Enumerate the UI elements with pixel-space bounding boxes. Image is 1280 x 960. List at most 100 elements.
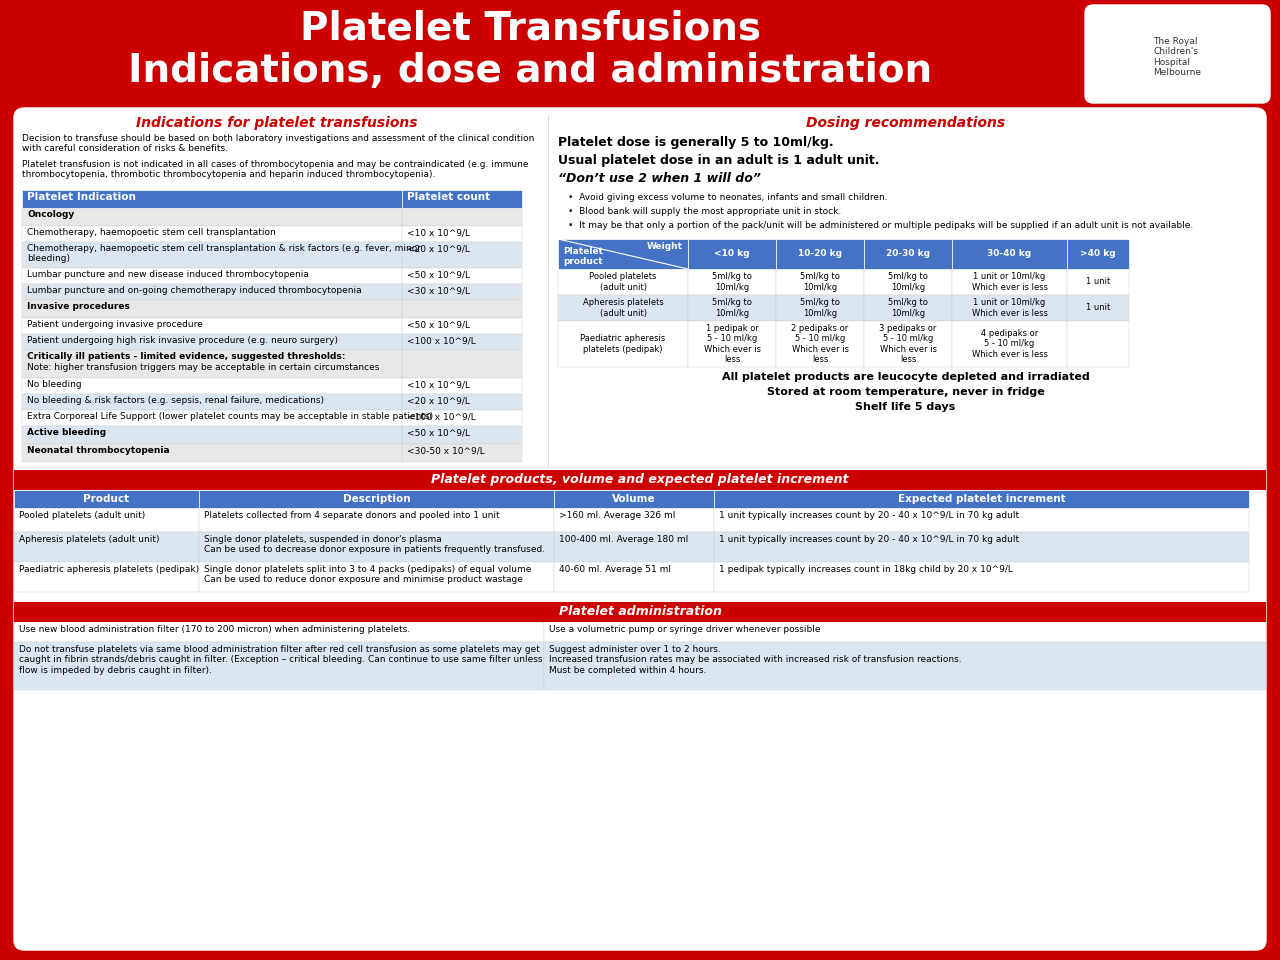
Text: “Don’t use 2 when 1 will do”: “Don’t use 2 when 1 will do”: [558, 172, 760, 185]
Text: 4 pedipaks or
5 - 10 ml/kg
Which ever is less: 4 pedipaks or 5 - 10 ml/kg Which ever is…: [972, 329, 1047, 359]
FancyBboxPatch shape: [14, 622, 544, 642]
Text: Indications for platelet transfusions: Indications for platelet transfusions: [136, 116, 417, 130]
FancyBboxPatch shape: [776, 239, 864, 269]
FancyBboxPatch shape: [198, 562, 554, 592]
FancyBboxPatch shape: [22, 410, 402, 426]
Text: Oncology: Oncology: [27, 210, 74, 219]
FancyBboxPatch shape: [22, 334, 402, 350]
Text: •  Avoid giving excess volume to neonates, infants and small children.: • Avoid giving excess volume to neonates…: [568, 193, 887, 202]
Text: Dosing recommendations: Dosing recommendations: [806, 116, 1005, 130]
Text: Platelet count: Platelet count: [407, 192, 490, 202]
Text: •  Blood bank will supply the most appropriate unit in stock.: • Blood bank will supply the most approp…: [568, 207, 841, 216]
FancyBboxPatch shape: [14, 490, 198, 508]
Text: 1 unit or 10ml/kg
Which ever is less: 1 unit or 10ml/kg Which ever is less: [972, 273, 1047, 292]
Text: <100 x 10^9/L: <100 x 10^9/L: [407, 336, 476, 345]
Text: Shelf life 5 days: Shelf life 5 days: [855, 402, 956, 412]
Text: Usual platelet dose in an adult is 1 adult unit.: Usual platelet dose in an adult is 1 adu…: [558, 154, 879, 167]
FancyBboxPatch shape: [1085, 5, 1270, 103]
Text: Lumbar puncture and on-going chemotherapy induced thrombocytopenia: Lumbar puncture and on-going chemotherap…: [27, 286, 362, 295]
FancyBboxPatch shape: [1068, 239, 1129, 269]
FancyBboxPatch shape: [1068, 295, 1129, 321]
FancyBboxPatch shape: [544, 622, 1266, 642]
FancyBboxPatch shape: [1068, 321, 1129, 367]
Text: 1 unit or 10ml/kg
Which ever is less: 1 unit or 10ml/kg Which ever is less: [972, 299, 1047, 318]
Text: 1 unit: 1 unit: [1085, 303, 1110, 313]
Text: Patient undergoing invasive procedure: Patient undergoing invasive procedure: [27, 320, 202, 329]
FancyBboxPatch shape: [558, 295, 689, 321]
Text: Stored at room temperature, never in fridge: Stored at room temperature, never in fri…: [767, 387, 1044, 397]
FancyBboxPatch shape: [864, 295, 952, 321]
FancyBboxPatch shape: [689, 269, 776, 295]
Text: 5ml/kg to
10ml/kg: 5ml/kg to 10ml/kg: [712, 299, 751, 318]
Text: No bleeding: No bleeding: [27, 380, 82, 389]
Text: <10 x 10^9/L: <10 x 10^9/L: [407, 380, 470, 389]
FancyBboxPatch shape: [689, 295, 776, 321]
FancyBboxPatch shape: [14, 508, 198, 532]
FancyBboxPatch shape: [14, 470, 1266, 490]
FancyBboxPatch shape: [198, 532, 554, 562]
FancyBboxPatch shape: [402, 284, 522, 300]
Text: <20 x 10^9/L: <20 x 10^9/L: [407, 396, 470, 405]
Text: 10-20 kg: 10-20 kg: [797, 250, 842, 258]
FancyBboxPatch shape: [714, 532, 1249, 562]
Text: Suggest administer over 1 to 2 hours.
Increased transfusion rates may be associa: Suggest administer over 1 to 2 hours. In…: [549, 645, 961, 675]
FancyBboxPatch shape: [14, 108, 1266, 950]
Text: Platelet Transfusions: Platelet Transfusions: [300, 10, 760, 48]
Text: <50 x 10^9/L: <50 x 10^9/L: [407, 270, 470, 279]
FancyBboxPatch shape: [554, 562, 714, 592]
Text: Apheresis platelets
(adult unit): Apheresis platelets (adult unit): [582, 299, 663, 318]
Text: <10 x 10^9/L: <10 x 10^9/L: [407, 228, 470, 237]
FancyBboxPatch shape: [689, 321, 776, 367]
Text: Platelet Indication: Platelet Indication: [27, 192, 136, 202]
FancyBboxPatch shape: [402, 242, 522, 268]
Text: Platelet products, volume and expected platelet increment: Platelet products, volume and expected p…: [431, 473, 849, 486]
Text: 1 unit typically increases count by 20 - 40 x 10^9/L in 70 kg adult: 1 unit typically increases count by 20 -…: [719, 535, 1019, 544]
Text: 40-60 ml. Average 51 ml: 40-60 ml. Average 51 ml: [559, 565, 671, 574]
Text: Extra Corporeal Life Support (lower platelet counts may be acceptable in stable : Extra Corporeal Life Support (lower plat…: [27, 412, 433, 421]
FancyBboxPatch shape: [198, 490, 554, 508]
Text: Single donor platelets, suspended in donor's plasma
Can be used to decrease dono: Single donor platelets, suspended in don…: [204, 535, 545, 554]
FancyBboxPatch shape: [14, 602, 1266, 622]
Text: >40 kg: >40 kg: [1080, 250, 1116, 258]
Text: Platelets collected from 4 separate donors and pooled into 1 unit: Platelets collected from 4 separate dono…: [204, 511, 499, 520]
FancyBboxPatch shape: [22, 242, 402, 268]
FancyBboxPatch shape: [402, 318, 522, 334]
FancyBboxPatch shape: [558, 269, 689, 295]
Text: Do not transfuse platelets via same blood administration filter after red cell t: Do not transfuse platelets via same bloo…: [19, 645, 543, 675]
FancyBboxPatch shape: [776, 321, 864, 367]
FancyBboxPatch shape: [14, 532, 198, 562]
Text: 1 unit typically increases count by 20 - 40 x 10^9/L in 70 kg adult: 1 unit typically increases count by 20 -…: [719, 511, 1019, 520]
FancyBboxPatch shape: [22, 426, 402, 444]
FancyBboxPatch shape: [22, 318, 402, 334]
FancyBboxPatch shape: [402, 394, 522, 410]
FancyBboxPatch shape: [22, 268, 402, 284]
Text: 5ml/kg to
10ml/kg: 5ml/kg to 10ml/kg: [888, 273, 928, 292]
Text: All platelet products are leucocyte depleted and irradiated: All platelet products are leucocyte depl…: [722, 372, 1089, 382]
Text: Volume: Volume: [612, 494, 655, 504]
FancyBboxPatch shape: [864, 321, 952, 367]
Text: <10 kg: <10 kg: [714, 250, 750, 258]
FancyBboxPatch shape: [402, 410, 522, 426]
Text: Platelet administration: Platelet administration: [558, 605, 722, 618]
Text: Description: Description: [343, 494, 411, 504]
FancyBboxPatch shape: [952, 239, 1068, 269]
FancyBboxPatch shape: [952, 321, 1068, 367]
FancyBboxPatch shape: [402, 268, 522, 284]
Text: Paediatric apheresis
platelets (pedipak): Paediatric apheresis platelets (pedipak): [580, 334, 666, 353]
FancyBboxPatch shape: [558, 321, 689, 367]
Text: 20-30 kg: 20-30 kg: [886, 250, 931, 258]
Text: Indications, dose and administration: Indications, dose and administration: [128, 52, 932, 90]
Text: <20 x 10^9/L: <20 x 10^9/L: [407, 244, 470, 253]
FancyBboxPatch shape: [402, 208, 522, 226]
Text: Apheresis platelets (adult unit): Apheresis platelets (adult unit): [19, 535, 160, 544]
Text: No bleeding & risk factors (e.g. sepsis, renal failure, medications): No bleeding & risk factors (e.g. sepsis,…: [27, 396, 324, 405]
Text: 2 pedipaks or
5 - 10 ml/kg
Which ever is
less: 2 pedipaks or 5 - 10 ml/kg Which ever is…: [791, 324, 849, 364]
Text: Critically ill patients - limited evidence, suggested thresholds:: Critically ill patients - limited eviden…: [27, 352, 346, 361]
Text: Use a volumetric pump or syringe driver whenever possible: Use a volumetric pump or syringe driver …: [549, 625, 820, 634]
Text: •  It may be that only a portion of the pack/unit will be administered or multip: • It may be that only a portion of the p…: [568, 221, 1193, 230]
Text: <50 x 10^9/L: <50 x 10^9/L: [407, 320, 470, 329]
FancyBboxPatch shape: [864, 239, 952, 269]
FancyBboxPatch shape: [402, 334, 522, 350]
Text: Expected platelet increment: Expected platelet increment: [897, 494, 1065, 504]
FancyBboxPatch shape: [22, 208, 402, 226]
